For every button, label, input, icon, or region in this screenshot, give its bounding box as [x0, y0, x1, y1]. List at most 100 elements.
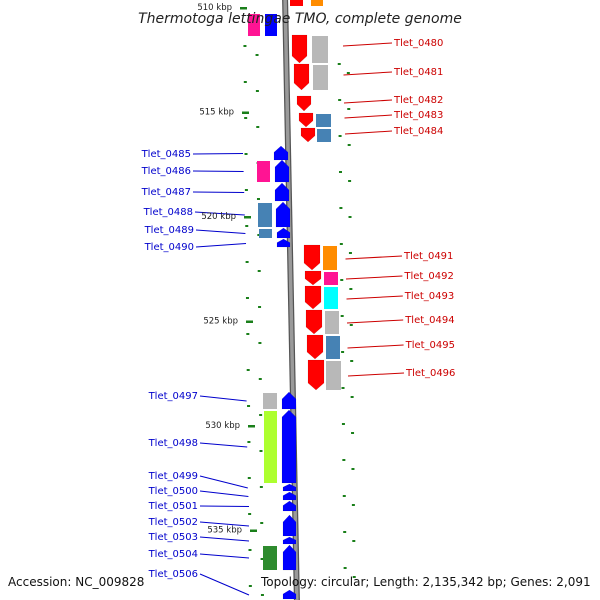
tick-dot	[247, 405, 251, 407]
connector-tlet-0499	[199, 475, 248, 489]
tick-dot	[351, 504, 355, 506]
gene-feature-layer	[265, 0, 325, 600]
cog-block-tlet-0504	[263, 546, 277, 570]
cog-block-tlet-0494	[325, 311, 339, 334]
gene-label-tlet-0494[interactable]: Tlet_0494	[404, 315, 454, 326]
connector-tlet-0494	[346, 319, 404, 324]
tick-dot	[341, 423, 345, 425]
gene-label-tlet-0506[interactable]: Tlet_0506	[148, 569, 198, 580]
gene-label-tlet-0496[interactable]: Tlet_0496	[405, 368, 455, 379]
gene-arrow-tlet-0504[interactable]	[282, 544, 297, 571]
label-connector-layer	[192, 42, 405, 596]
gene-arrow-tlet-0487[interactable]	[274, 182, 290, 202]
scale-tick-525kbp	[246, 320, 253, 323]
gene-label-tlet-0488[interactable]: Tlet_0488	[143, 207, 193, 218]
tick-dot	[343, 567, 347, 569]
gene-label-tlet-0483[interactable]: Tlet_0483	[393, 110, 443, 121]
gene-arrow-tlet-0499[interactable]	[282, 483, 297, 492]
cog-block-tlet-0488	[258, 203, 272, 227]
connector-tlet-0496	[347, 372, 405, 377]
gene-arrow-tlet-0497[interactable]	[281, 391, 297, 410]
connector-tlet-0481	[343, 71, 393, 76]
tick-dot	[350, 360, 354, 362]
gene-label-layer: Tlet_0480 Tlet_0481 Tlet_0482 Tlet_0483 Tlet…	[141, 38, 456, 580]
gene-label-tlet-0484[interactable]: Tlet_0484	[393, 126, 443, 137]
gene-label-tlet-0493[interactable]: Tlet_0493	[404, 291, 454, 302]
tick-dot	[259, 486, 263, 488]
scale-tick-520kbp	[244, 216, 251, 219]
gene-label-tlet-0490[interactable]: Tlet_0490	[144, 242, 194, 253]
gene-label-tlet-0504[interactable]: Tlet_0504	[148, 549, 198, 560]
gene-arrow-tlet-0500[interactable]	[282, 491, 297, 501]
gene-arrow-tlet-0484[interactable]	[300, 127, 316, 143]
gene-arrow-tlet-0506[interactable]	[282, 589, 297, 600]
tick-dot	[337, 63, 341, 65]
tick-dot	[351, 468, 355, 470]
gene-arrow-tlet-0493[interactable]	[304, 285, 322, 310]
gene-arrow-tlet-0480[interactable]	[291, 34, 308, 64]
gene-label-tlet-0481[interactable]: Tlet_0481	[393, 67, 443, 78]
gene-arrow-tlet-0501[interactable]	[282, 500, 297, 512]
gene-arrow-partial-top-forward	[290, 0, 303, 6]
tick-dot	[243, 81, 247, 83]
tick-dot	[341, 387, 345, 389]
gene-label-tlet-0480[interactable]: Tlet_0480	[393, 38, 443, 49]
gene-label-tlet-0482[interactable]: Tlet_0482	[393, 95, 443, 106]
gene-arrow-tlet-0495[interactable]	[306, 334, 324, 360]
tick-dot	[256, 126, 260, 128]
gene-label-tlet-0498[interactable]: Tlet_0498	[148, 438, 198, 449]
gene-arrow-tlet-0498[interactable]	[281, 409, 297, 484]
tick-dot	[244, 153, 248, 155]
gene-label-tlet-0497[interactable]: Tlet_0497	[148, 391, 198, 402]
connector-tlet-0502	[199, 521, 250, 527]
gene-arrow-tlet-0485[interactable]	[273, 145, 289, 161]
cog-block-tlet-0489	[259, 229, 272, 238]
tick-dot	[258, 378, 262, 380]
gene-arrow-tlet-0489[interactable]	[276, 227, 291, 239]
gene-arrow-tlet-0481[interactable]	[293, 63, 310, 91]
gene-arrow-tlet-0490[interactable]	[276, 238, 291, 248]
tick-dot	[255, 54, 259, 56]
cog-block-tlet-0481	[313, 65, 328, 90]
cog-block-tlet-0495	[326, 336, 340, 359]
gene-arrow-tlet-0488[interactable]	[275, 201, 291, 228]
gene-label-tlet-0491[interactable]: Tlet_0491	[403, 251, 453, 262]
tick-dot	[348, 180, 352, 182]
connector-tlet-0486	[192, 170, 244, 172]
tick-dot	[258, 306, 262, 308]
gene-arrow-tlet-0482[interactable]	[296, 95, 312, 112]
map-title: Thermotoga lettingae TMO, complete genom…	[138, 11, 462, 27]
gene-label-tlet-0499[interactable]: Tlet_0499	[148, 471, 198, 482]
scale-label-520kbp: 520 kbp	[201, 212, 236, 222]
connector-tlet-0498	[199, 442, 248, 448]
scale-tick-535kbp	[250, 529, 257, 532]
tick-dot	[350, 396, 354, 398]
connector-tlet-0506	[199, 573, 250, 596]
connector-tlet-0501	[199, 505, 250, 507]
gene-label-tlet-0487[interactable]: Tlet_0487	[141, 187, 191, 198]
gene-arrow-tlet-0496[interactable]	[307, 359, 325, 391]
gene-label-tlet-0489[interactable]: Tlet_0489	[144, 225, 194, 236]
gene-label-tlet-0486[interactable]: Tlet_0486	[141, 166, 191, 177]
gene-label-tlet-0500[interactable]: Tlet_0500	[148, 486, 198, 497]
tick-dot	[247, 477, 251, 479]
gene-arrow-tlet-0503[interactable]	[282, 536, 297, 545]
gene-arrow-tlet-0486[interactable]	[274, 159, 290, 183]
gene-label-tlet-0503[interactable]: Tlet_0503	[148, 532, 198, 543]
cog-block-tlet-0486	[257, 161, 270, 182]
gene-arrow-tlet-0483[interactable]	[298, 112, 314, 128]
scale-tick-530kbp	[248, 425, 255, 428]
tick-dot	[248, 513, 252, 515]
gene-label-tlet-0495[interactable]: Tlet_0495	[405, 340, 455, 351]
gene-label-tlet-0502[interactable]: Tlet_0502	[148, 517, 198, 528]
gene-arrow-tlet-0494[interactable]	[305, 309, 323, 335]
tick-dot	[349, 324, 353, 326]
gene-arrow-tlet-0502[interactable]	[282, 514, 297, 537]
gene-label-tlet-0492[interactable]: Tlet_0492	[403, 271, 453, 282]
gene-arrow-tlet-0491[interactable]	[303, 244, 321, 271]
gene-label-tlet-0485[interactable]: Tlet_0485	[141, 149, 191, 160]
gene-arrow-tlet-0492[interactable]	[304, 270, 322, 286]
connector-tlet-0483	[344, 114, 393, 119]
gene-label-tlet-0501[interactable]: Tlet_0501	[148, 501, 198, 512]
